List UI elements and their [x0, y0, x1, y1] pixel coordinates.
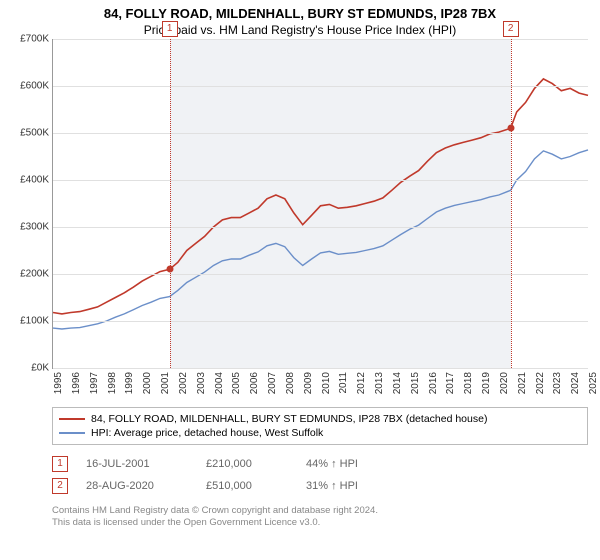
event-price: £510,000 — [206, 480, 306, 492]
gridline — [53, 227, 588, 228]
legend: 84, FOLLY ROAD, MILDENHALL, BURY ST EDMU… — [52, 407, 588, 445]
gridline — [53, 39, 588, 40]
event-date: 16-JUL-2001 — [86, 458, 206, 470]
chart-area: £0K£100K£200K£300K£400K£500K£600K£700K19… — [52, 39, 588, 399]
event-id-box: 2 — [52, 478, 68, 494]
y-tick-label: £100K — [20, 316, 49, 327]
footer-line2: This data is licensed under the Open Gov… — [52, 517, 588, 529]
gridline — [53, 368, 588, 369]
series-property — [53, 79, 588, 314]
y-tick-label: £200K — [20, 269, 49, 280]
y-tick-label: £700K — [20, 34, 49, 45]
event-line — [511, 39, 512, 368]
event-row: 2 28-AUG-2020£510,00031% ↑ HPI — [52, 475, 588, 497]
gridline — [53, 133, 588, 134]
gridline — [53, 180, 588, 181]
event-marker-box: 1 — [162, 21, 178, 37]
legend-label: HPI: Average price, detached house, West… — [91, 427, 323, 439]
event-row: 1 16-JUL-2001£210,00044% ↑ HPI — [52, 453, 588, 475]
legend-swatch — [59, 418, 85, 420]
series-hpi — [53, 150, 588, 329]
event-dot — [507, 125, 514, 132]
chart-svg — [53, 39, 588, 368]
chart-title: 84, FOLLY ROAD, MILDENHALL, BURY ST EDMU… — [0, 6, 600, 21]
y-tick-label: £400K — [20, 175, 49, 186]
legend-row: 84, FOLLY ROAD, MILDENHALL, BURY ST EDMU… — [59, 412, 581, 426]
event-line — [170, 39, 171, 368]
event-dot — [166, 266, 173, 273]
events-table: 1 16-JUL-2001£210,00044% ↑ HPI 2 28-AUG-202… — [52, 453, 588, 497]
legend-label: 84, FOLLY ROAD, MILDENHALL, BURY ST EDMU… — [91, 413, 487, 425]
event-date: 28-AUG-2020 — [86, 480, 206, 492]
event-delta: 31% ↑ HPI — [306, 480, 396, 492]
footer: Contains HM Land Registry data © Crown c… — [52, 505, 588, 530]
y-tick-label: £300K — [20, 222, 49, 233]
event-id-box: 1 — [52, 456, 68, 472]
plot-region: £0K£100K£200K£300K£400K£500K£600K£700K19… — [52, 39, 588, 369]
y-tick-label: £500K — [20, 128, 49, 139]
footer-line1: Contains HM Land Registry data © Crown c… — [52, 505, 588, 517]
legend-swatch — [59, 432, 85, 434]
event-delta: 44% ↑ HPI — [306, 458, 396, 470]
y-tick-label: £600K — [20, 81, 49, 92]
gridline — [53, 321, 588, 322]
event-marker-box: 2 — [503, 21, 519, 37]
gridline — [53, 274, 588, 275]
event-price: £210,000 — [206, 458, 306, 470]
gridline — [53, 86, 588, 87]
legend-row: HPI: Average price, detached house, West… — [59, 426, 581, 440]
y-tick-label: £0K — [31, 363, 49, 374]
